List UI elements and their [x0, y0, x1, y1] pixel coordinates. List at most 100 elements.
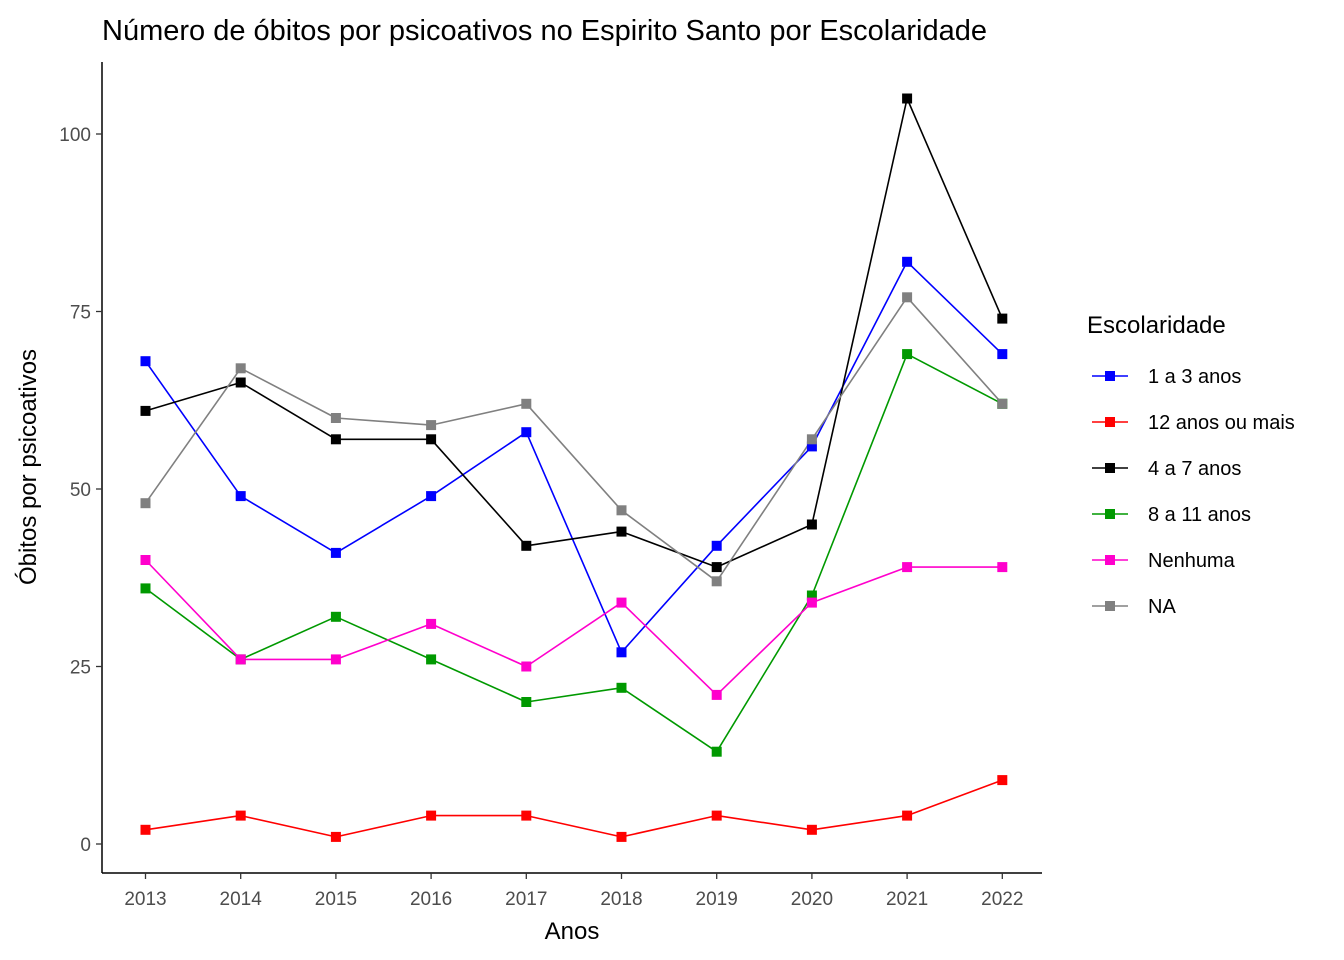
data-point	[426, 810, 437, 821]
data-point	[140, 583, 151, 594]
data-point	[330, 611, 341, 622]
legend-key-marker	[1105, 509, 1115, 519]
data-point	[902, 256, 913, 267]
data-point	[235, 363, 246, 374]
data-point	[902, 93, 913, 104]
data-point	[997, 313, 1008, 324]
legend-label: 12 anos ou mais	[1148, 412, 1295, 434]
data-point	[711, 689, 722, 700]
data-point	[616, 831, 627, 842]
series-points	[140, 93, 1008, 842]
legend-item: Nenhuma	[1092, 550, 1236, 572]
series-lines	[144, 97, 1004, 838]
series-line	[144, 296, 1003, 583]
legend-label: 8 a 11 anos	[1148, 504, 1251, 526]
data-point	[616, 682, 627, 693]
data-point	[997, 562, 1008, 573]
data-point	[140, 405, 151, 416]
data-point	[711, 540, 722, 551]
data-point	[330, 434, 341, 445]
data-point	[806, 590, 817, 601]
chart-title: Número de óbitos por psicoativos no Espi…	[102, 15, 987, 47]
series-line	[145, 779, 1003, 838]
series-line	[144, 260, 1003, 654]
x-ticks: 2013 2014 2015 2016 2017 2018 2019 2020 2021 2022	[124, 873, 1023, 910]
legend: Escolaridade 1 a 3 anos 12 anos ou mais 4 …	[1087, 312, 1295, 618]
legend-key-marker	[1105, 555, 1115, 565]
data-point	[521, 427, 532, 438]
y-tick-label: 0	[80, 835, 91, 856]
data-point	[616, 597, 627, 608]
data-point	[997, 775, 1008, 786]
axes	[101, 62, 1042, 874]
data-point	[235, 491, 246, 502]
data-point	[902, 810, 913, 821]
data-point	[521, 540, 532, 551]
legend-key-marker	[1105, 601, 1115, 611]
y-tick-label: 50	[70, 480, 91, 501]
data-point	[902, 349, 913, 360]
data-point	[140, 498, 151, 509]
legend-label: 4 a 7 anos	[1148, 458, 1241, 480]
data-point	[997, 398, 1008, 409]
data-point	[235, 810, 246, 821]
legend-label: NA	[1148, 596, 1176, 618]
series-line	[144, 559, 1003, 696]
data-point	[902, 562, 913, 573]
data-point	[806, 597, 817, 608]
data-point	[426, 618, 437, 629]
legend-item: 8 a 11 anos	[1092, 504, 1251, 526]
legend-key-marker	[1105, 371, 1115, 381]
data-point	[902, 292, 913, 303]
data-point	[426, 491, 437, 502]
data-point	[997, 349, 1008, 360]
x-tick-label: 2015	[315, 889, 357, 910]
x-tick-label: 2021	[886, 889, 928, 910]
data-point	[806, 441, 817, 452]
legend-item: 1 a 3 anos	[1092, 366, 1241, 388]
x-tick-label: 2014	[220, 889, 263, 910]
series-line	[145, 353, 1003, 753]
data-point	[426, 654, 437, 665]
x-tick-label: 2019	[696, 889, 738, 910]
series-line	[145, 97, 1004, 568]
x-tick-label: 2016	[410, 889, 452, 910]
data-point	[711, 746, 722, 757]
x-tick-label: 2013	[124, 889, 166, 910]
y-tick-label: 25	[70, 658, 91, 679]
data-point	[711, 810, 722, 821]
legend-key-marker	[1105, 417, 1115, 427]
data-point	[711, 576, 722, 587]
data-point	[521, 697, 532, 707]
y-axis-title: Óbitos por psicoativos	[15, 349, 42, 585]
legend-label: Nenhuma	[1148, 550, 1236, 572]
data-point	[521, 661, 532, 672]
data-point	[140, 555, 151, 565]
legend-item: NA	[1092, 596, 1176, 618]
data-point	[711, 562, 722, 573]
data-point	[616, 505, 627, 516]
legend-label: 1 a 3 anos	[1148, 366, 1241, 388]
legend-title: Escolaridade	[1087, 312, 1226, 339]
data-point	[426, 420, 437, 431]
x-tick-label: 2018	[600, 889, 642, 910]
data-point	[616, 647, 627, 658]
data-point	[235, 377, 246, 388]
y-tick-label: 75	[70, 303, 91, 324]
data-point	[330, 831, 341, 842]
data-point	[330, 654, 341, 665]
legend-items: 1 a 3 anos 12 anos ou mais 4 a 7 anos 8 a 1…	[1092, 366, 1295, 618]
data-point	[521, 810, 532, 821]
y-ticks: 0 25 50 75 100	[59, 125, 102, 856]
data-point	[235, 654, 246, 665]
legend-key-marker	[1105, 463, 1115, 473]
data-point	[426, 434, 437, 445]
legend-item: 12 anos ou mais	[1092, 412, 1295, 434]
data-point	[806, 824, 817, 835]
y-tick-label: 100	[59, 125, 91, 146]
data-point	[806, 519, 817, 530]
x-tick-label: 2022	[981, 889, 1023, 910]
data-point	[140, 824, 151, 835]
data-point	[616, 526, 627, 537]
